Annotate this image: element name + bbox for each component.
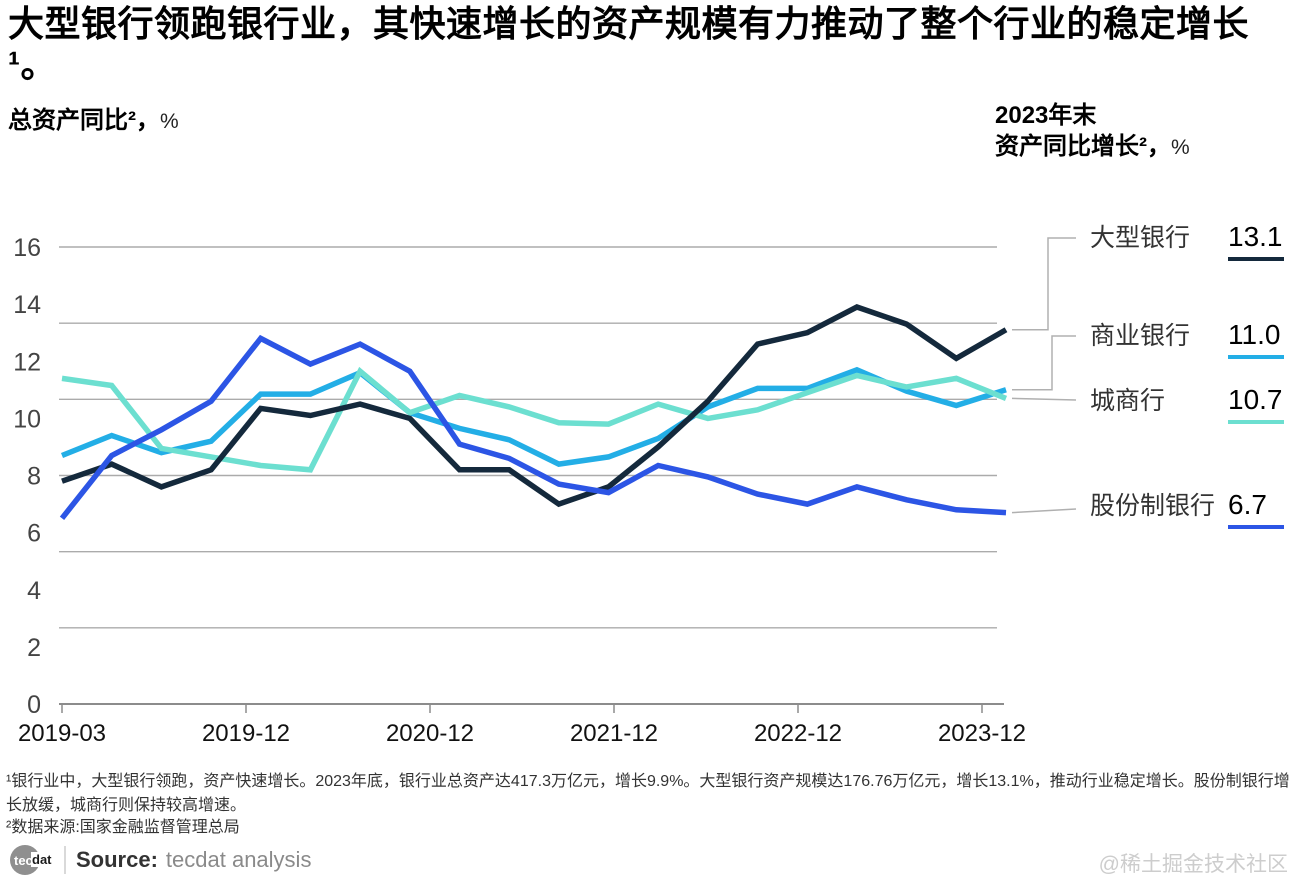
tecdat-logo: tec dat bbox=[10, 844, 62, 876]
legend-callout-line bbox=[1011, 397, 1077, 401]
source-label: Source: bbox=[76, 847, 158, 872]
x-axis-label: 2019-03 bbox=[18, 720, 106, 747]
y-axis-label: 8 bbox=[27, 463, 41, 491]
y-axis-label: 4 bbox=[27, 577, 41, 605]
legend-row: 股份制银行 6.7 bbox=[1090, 488, 1294, 529]
legend-value: 6.7 bbox=[1228, 489, 1267, 520]
chart-subtitle-unit: % bbox=[160, 110, 179, 133]
y-axis-label: 16 bbox=[13, 234, 41, 262]
y-axis-label: 12 bbox=[13, 348, 41, 376]
line-series-商业银行 bbox=[60, 366, 1007, 467]
page-title: 大型银行领跑银行业，其快速增长的资产规模有力推动了整个行业的稳定增长¹。 bbox=[8, 3, 1250, 85]
legend-callout-line bbox=[1012, 335, 1076, 391]
line-series-股份制银行 bbox=[59, 334, 1007, 521]
source-value: tecdat analysis bbox=[165, 847, 312, 872]
tecdat-logo-text-dat: dat bbox=[31, 852, 53, 867]
x-axis-label: 2023-12 bbox=[938, 720, 1026, 747]
legend-row: 商业银行 11.0 bbox=[1090, 318, 1294, 359]
legend-header-line2: 资产同比增长²，% bbox=[995, 131, 1290, 163]
x-axis-label: 2020-12 bbox=[386, 720, 474, 747]
legend-header-line2-unit: % bbox=[1171, 136, 1190, 159]
legend-callout-line bbox=[1012, 237, 1076, 331]
y-axis-label: 2 bbox=[27, 634, 41, 662]
legend-color-underline bbox=[1228, 525, 1284, 529]
watermark: @稀土掘金技术社区 bbox=[1098, 853, 1288, 876]
legend-label: 商业银行 bbox=[1090, 322, 1191, 350]
legend-label: 股份制银行 bbox=[1090, 492, 1216, 520]
x-axis-label: 2021-12 bbox=[570, 720, 658, 747]
source-bar: tec dat Source: tecdat analysis bbox=[10, 843, 311, 877]
legend-label: 城商行 bbox=[1090, 387, 1166, 415]
legend-value: 13.1 bbox=[1228, 221, 1283, 252]
legend-header: 2023年末 资产同比增长²，% bbox=[995, 100, 1290, 163]
tecdat-logo-text-tec: tec bbox=[14, 853, 33, 868]
y-axis-label: 14 bbox=[13, 291, 41, 319]
legend-header-line1: 2023年末 bbox=[995, 102, 1097, 129]
legend-label: 大型银行 bbox=[1090, 224, 1191, 252]
legend-header-line2-text: 资产同比增长²， bbox=[995, 133, 1171, 160]
x-axis-label: 2019-12 bbox=[202, 720, 290, 747]
y-axis-label: 6 bbox=[27, 520, 41, 548]
legend-color-underline bbox=[1228, 420, 1284, 424]
legend-row: 城商行 10.7 bbox=[1090, 383, 1294, 424]
line-series-大型银行 bbox=[61, 304, 1008, 508]
legend-value: 11.0 bbox=[1228, 319, 1281, 350]
legend-value: 10.7 bbox=[1228, 384, 1283, 415]
legend-callout-line bbox=[1011, 508, 1077, 514]
footnote-1: ¹银行业中，大型银行领跑，资产快速增长。2023年底，银行业总资产达417.3万… bbox=[6, 773, 1290, 814]
legend-color-underline bbox=[1228, 257, 1284, 261]
source-divider bbox=[64, 846, 66, 874]
footnote-2: ²数据来源:国家金融监督管理总局 bbox=[6, 819, 240, 836]
x-axis-label: 2022-12 bbox=[754, 720, 842, 747]
y-axis-label: 0 bbox=[27, 691, 41, 719]
chart-subtitle-text: 总资产同比²， bbox=[8, 107, 160, 134]
legend-row: 大型银行 13.1 bbox=[1090, 220, 1294, 261]
chart-subtitle: 总资产同比²，% bbox=[8, 100, 179, 135]
y-axis-label: 10 bbox=[13, 405, 41, 433]
legend-color-underline bbox=[1228, 355, 1284, 359]
